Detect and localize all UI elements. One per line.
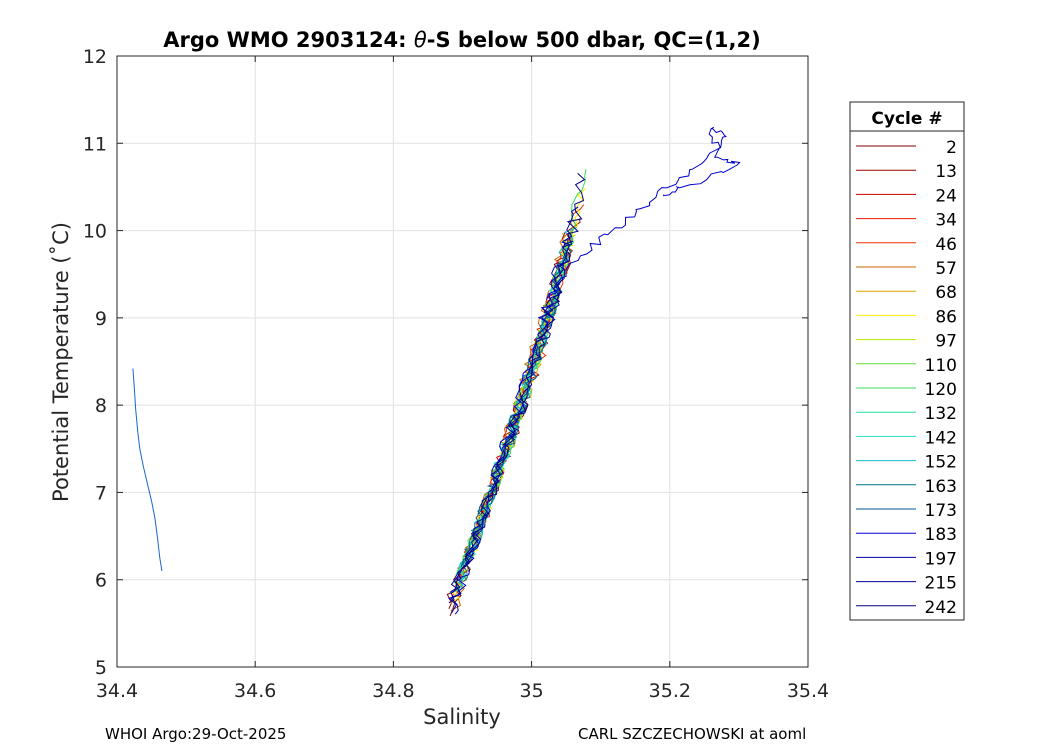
y-tick-label: 11 <box>83 133 107 155</box>
y-tick-label: 7 <box>95 482 107 504</box>
profile-series <box>446 126 741 616</box>
legend-label-46: 46 <box>935 235 957 255</box>
y-tick-label: 5 <box>95 657 107 679</box>
legend-label-242: 242 <box>925 598 957 618</box>
legend-label-215: 215 <box>925 574 957 594</box>
y-tick-label: 8 <box>95 395 107 417</box>
chart-title-theta: θ <box>414 28 427 52</box>
legend-label-13: 13 <box>935 162 957 182</box>
outlier-profile-line <box>132 368 163 572</box>
x-axis-label: Salinity <box>423 705 501 729</box>
outlier-profile <box>132 368 163 572</box>
footer-date: WHOI Argo:29-Oct-2025 <box>105 725 287 743</box>
axis-ticks: 34.4 34.6 34.8 35 35.2 35.4 5 6 7 8 9 10 11 12 <box>83 46 829 702</box>
legend-label-152: 152 <box>925 453 957 473</box>
legend-label-24: 24 <box>935 186 957 206</box>
legend-label-34: 34 <box>935 211 957 231</box>
legend-label-110: 110 <box>925 356 957 376</box>
legend-label-2: 2 <box>946 138 957 158</box>
profile-line-wander <box>546 126 741 301</box>
legend-label-183: 183 <box>925 525 957 545</box>
y-tick-label: 9 <box>95 308 107 330</box>
legend-label-142: 142 <box>925 428 957 448</box>
y-axis-label: Potential Temperature (˚C) <box>49 222 73 502</box>
plot-frame <box>116 55 809 668</box>
legend-label-86: 86 <box>935 307 957 327</box>
profile-line-197 <box>448 206 579 614</box>
legend-items: 2 13 24 34 46 57 68 86 97 110 120 132 142 152 163 173 18… <box>856 138 957 618</box>
legend-label-57: 57 <box>935 259 957 279</box>
legend: Cycle # 2 13 24 34 46 57 68 86 97 110 120 132 142 152… <box>849 101 965 621</box>
profile-line-242 <box>448 172 586 604</box>
y-tick-label: 6 <box>95 570 107 592</box>
legend-label-173: 173 <box>925 501 957 521</box>
legend-title: Cycle # <box>871 109 942 129</box>
legend-label-68: 68 <box>935 283 957 303</box>
legend-label-163: 163 <box>925 477 957 497</box>
y-tick-label: 10 <box>83 221 107 243</box>
x-tick-label: 35 <box>520 680 544 702</box>
chart-title-prefix: Argo WMO 2903124: <box>163 28 414 52</box>
chart-title: Argo WMO 2903124: θ-S below 500 dbar, QC… <box>163 28 760 52</box>
footer-operator: CARL SZCZECHOWSKI at aoml <box>578 725 807 743</box>
chart-title-suffix: -S below 500 dbar, QC=(1,2) <box>427 28 761 52</box>
y-tick-label: 12 <box>83 46 107 68</box>
legend-label-132: 132 <box>925 404 957 424</box>
legend-label-120: 120 <box>925 380 957 400</box>
x-tick-label: 35.2 <box>649 680 691 702</box>
x-tick-label: 34.6 <box>234 680 276 702</box>
legend-label-197: 197 <box>925 549 957 569</box>
legend-label-97: 97 <box>935 332 957 352</box>
x-tick-label: 35.4 <box>787 680 829 702</box>
x-tick-label: 34.8 <box>372 680 414 702</box>
x-tick-label: 34.4 <box>96 680 138 702</box>
